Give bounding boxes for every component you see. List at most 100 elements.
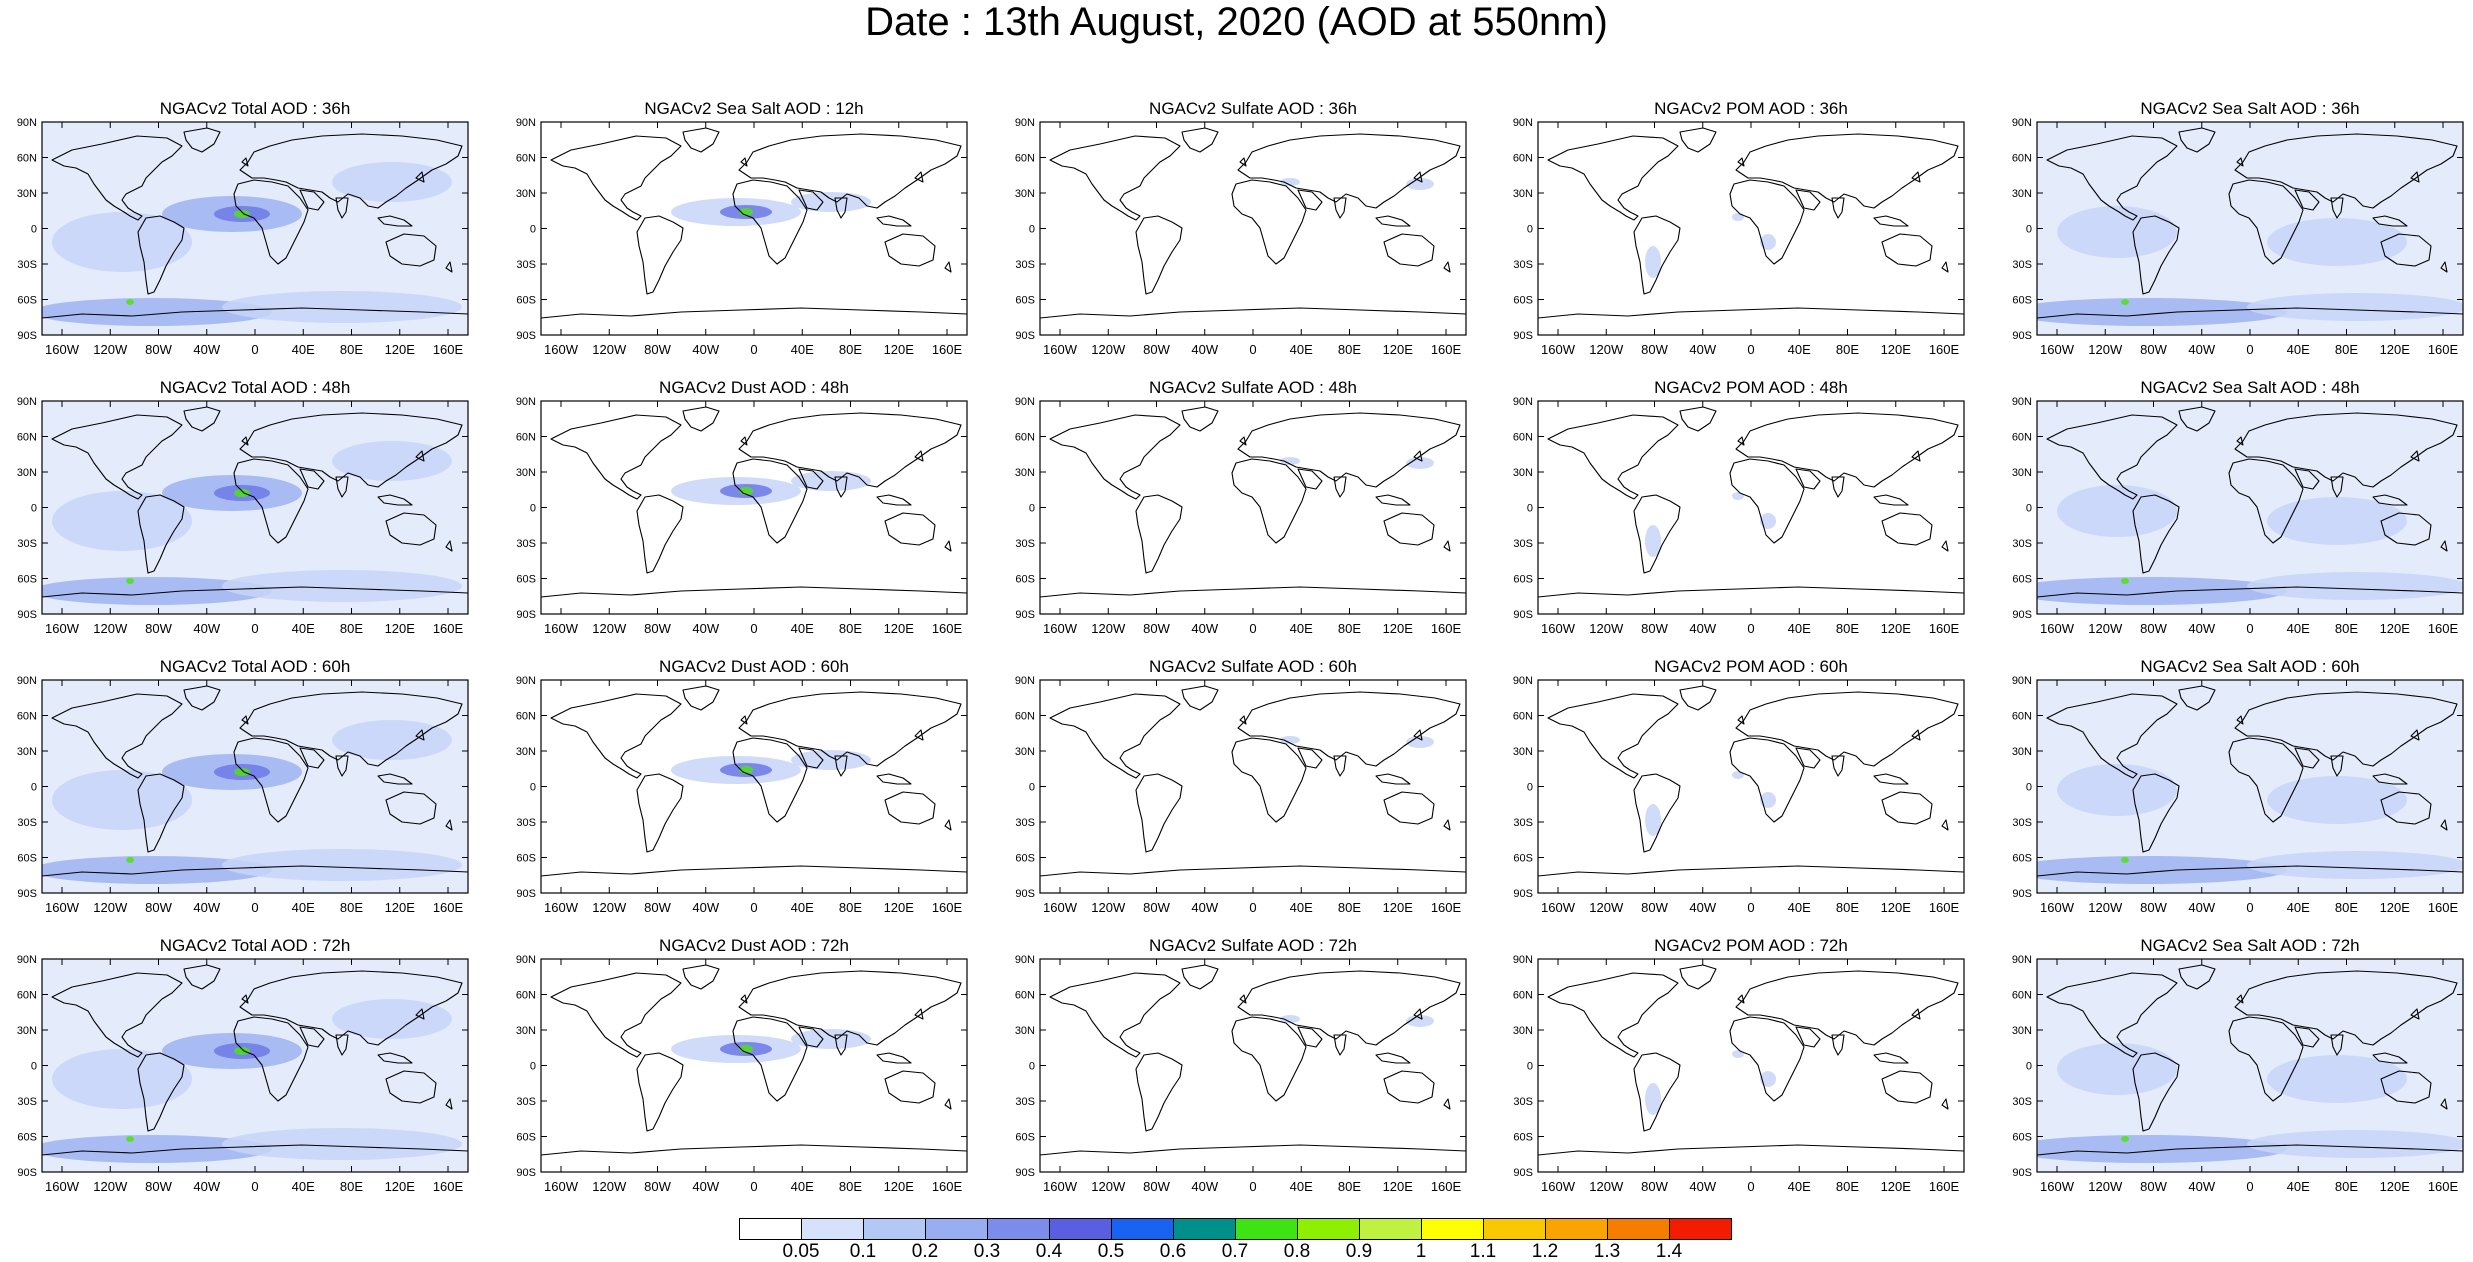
lat-tick-label: 30S	[516, 538, 536, 550]
lon-tick-label: 80E	[839, 621, 862, 636]
lat-tick-label: 90S	[1513, 888, 1533, 900]
lon-tick-label: 160E	[2428, 900, 2459, 915]
lat-tick-label: 30S	[516, 259, 536, 271]
lon-tick-label: 40W	[692, 621, 719, 636]
aod-shading	[2121, 857, 2129, 863]
lat-tick-label: 0	[31, 782, 37, 794]
lon-tick-label: 80E	[2335, 342, 2358, 357]
lat-tick-label: 30S	[516, 817, 536, 829]
lat-tick-label: 90N	[2012, 117, 2032, 129]
lat-tick-label: 60S	[516, 1132, 536, 1144]
map-panel: NGACv2 Sea Salt AOD : 60h 90N 60N 30N 0 30S 60…	[2012, 657, 2464, 915]
lon-tick-label: 80E	[1836, 621, 1859, 636]
lon-tick-label: 40E	[2287, 1179, 2310, 1194]
map-area	[2037, 122, 2463, 335]
lon-tick-label: 120W	[93, 342, 128, 357]
panel-title: NGACv2 POM AOD : 48h	[1654, 378, 1848, 397]
aod-shading	[52, 770, 192, 830]
aod-shading	[2121, 578, 2129, 584]
lon-tick-label: 80W	[1641, 342, 1668, 357]
lat-tick-label: 90N	[17, 954, 37, 966]
lon-tick-label: 0	[1249, 342, 1256, 357]
lon-tick-label: 0	[750, 342, 757, 357]
lat-tick-label: 60S	[2012, 574, 2032, 586]
lon-tick-label: 0	[750, 900, 757, 915]
aod-shading	[222, 570, 462, 602]
lon-tick-label: 40E	[1788, 621, 1811, 636]
lon-tick-label: 160E	[433, 342, 464, 357]
lon-tick-label: 80W	[1641, 900, 1668, 915]
lon-tick-label: 160E	[2428, 342, 2459, 357]
aod-shading	[1406, 457, 1434, 469]
lon-tick-label: 120E	[1383, 342, 1414, 357]
lat-tick-label: 90N	[1513, 954, 1533, 966]
lon-tick-label: 120W	[1091, 1179, 1126, 1194]
lat-tick-label: 90S	[17, 888, 37, 900]
aod-shading	[2247, 293, 2463, 321]
aod-shading	[42, 856, 272, 884]
lon-tick-label: 120E	[2380, 621, 2411, 636]
lat-tick-label: 0	[1527, 503, 1533, 515]
lon-tick-label: 160W	[2040, 1179, 2075, 1194]
panel-title: NGACv2 POM AOD : 36h	[1654, 99, 1848, 118]
lat-tick-label: 30N	[1513, 188, 1533, 200]
lat-tick-label: 30N	[1015, 746, 1035, 758]
map-panel: NGACv2 POM AOD : 36h 90N 60N 30N 0 30S 60S 90S 1…	[1513, 99, 1965, 357]
lat-tick-label: 0	[1029, 224, 1035, 236]
map-area	[541, 680, 967, 893]
lat-tick-label: 60N	[516, 153, 536, 165]
lat-tick-label: 90N	[1513, 117, 1533, 129]
lat-tick-label: 0	[2026, 503, 2032, 515]
figure-title: Date : 13th August, 2020 (AOD at 550nm)	[865, 0, 1608, 44]
lat-tick-label: 30S	[2012, 259, 2032, 271]
lat-tick-label: 30N	[516, 188, 536, 200]
lat-tick-label: 60S	[17, 295, 37, 307]
lon-tick-label: 160E	[1431, 342, 1462, 357]
lat-tick-label: 60S	[1015, 1132, 1035, 1144]
lon-tick-label: 160E	[932, 621, 963, 636]
lon-tick-label: 120W	[592, 621, 627, 636]
lon-tick-label: 0	[1747, 621, 1754, 636]
lon-tick-label: 160E	[433, 1179, 464, 1194]
lat-tick-label: 90S	[2012, 1167, 2032, 1179]
lon-tick-label: 120E	[385, 342, 416, 357]
lon-tick-label: 80W	[145, 900, 172, 915]
map-area	[2037, 959, 2463, 1172]
aod-shading	[126, 857, 134, 863]
lat-tick-label: 60N	[1513, 711, 1533, 723]
map-panel: NGACv2 Sulfate AOD : 72h 90N 60N 30N 0 30S 60S…	[1015, 936, 1467, 1194]
lat-tick-label: 30S	[17, 538, 37, 550]
lon-tick-label: 160W	[1043, 1179, 1078, 1194]
aod-shading	[126, 1136, 134, 1142]
lat-tick-label: 90N	[516, 396, 536, 408]
lon-tick-label: 120E	[884, 900, 915, 915]
lon-tick-label: 80W	[145, 342, 172, 357]
lat-tick-label: 90S	[1513, 330, 1533, 342]
lat-tick-label: 30S	[1513, 259, 1533, 271]
lat-tick-label: 0	[1029, 503, 1035, 515]
map-panel: NGACv2 Sea Salt AOD : 12h 90N 60N 30N 0 30S 60…	[516, 99, 968, 357]
lon-tick-label: 40E	[1788, 342, 1811, 357]
lon-tick-label: 120E	[1881, 342, 1912, 357]
lat-tick-label: 30N	[1015, 1025, 1035, 1037]
lat-tick-label: 30S	[516, 1096, 536, 1108]
lon-tick-label: 80W	[2140, 900, 2167, 915]
lon-tick-label: 120E	[1383, 900, 1414, 915]
lon-tick-label: 80W	[644, 342, 671, 357]
lon-tick-label: 120E	[1881, 621, 1912, 636]
lon-tick-label: 80W	[644, 621, 671, 636]
map-area	[1040, 401, 1466, 614]
lon-tick-label: 0	[1249, 1179, 1256, 1194]
lon-tick-label: 120E	[884, 621, 915, 636]
lat-tick-label: 60S	[516, 853, 536, 865]
lat-tick-label: 30N	[516, 746, 536, 758]
lon-tick-label: 80E	[2335, 621, 2358, 636]
lon-tick-label: 0	[750, 1179, 757, 1194]
aod-shading	[2267, 497, 2407, 545]
lat-tick-label: 60N	[2012, 990, 2032, 1002]
lat-tick-label: 60N	[17, 432, 37, 444]
lon-tick-label: 40E	[1290, 900, 1313, 915]
lat-tick-label: 90N	[17, 396, 37, 408]
aod-shading	[2057, 764, 2177, 816]
aod-shading	[42, 577, 272, 605]
